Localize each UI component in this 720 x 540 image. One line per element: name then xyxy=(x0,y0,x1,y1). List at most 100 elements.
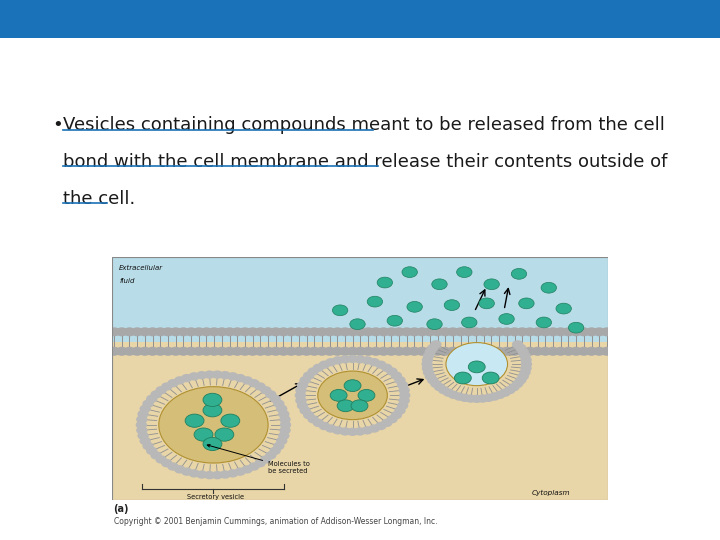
Circle shape xyxy=(304,372,314,379)
Circle shape xyxy=(318,371,387,420)
Circle shape xyxy=(294,328,305,336)
Circle shape xyxy=(209,347,220,355)
Circle shape xyxy=(324,328,336,336)
Circle shape xyxy=(147,447,157,454)
Circle shape xyxy=(170,347,181,355)
Circle shape xyxy=(255,347,266,355)
Circle shape xyxy=(571,328,582,336)
Circle shape xyxy=(517,328,528,336)
Circle shape xyxy=(266,391,276,398)
Circle shape xyxy=(240,347,251,355)
Circle shape xyxy=(163,328,174,336)
Circle shape xyxy=(387,315,402,326)
Circle shape xyxy=(308,368,318,375)
Circle shape xyxy=(505,387,515,394)
Circle shape xyxy=(109,347,120,355)
Circle shape xyxy=(263,347,274,355)
Circle shape xyxy=(320,422,329,429)
Bar xyxy=(112,256,608,342)
Circle shape xyxy=(400,392,410,399)
Circle shape xyxy=(509,383,519,390)
Circle shape xyxy=(471,328,482,336)
Circle shape xyxy=(494,347,505,355)
Circle shape xyxy=(438,387,449,394)
Circle shape xyxy=(162,383,172,390)
Circle shape xyxy=(317,347,328,355)
Circle shape xyxy=(297,402,307,409)
Circle shape xyxy=(159,387,268,463)
Circle shape xyxy=(203,437,222,450)
Circle shape xyxy=(204,371,215,378)
Circle shape xyxy=(189,373,199,380)
Circle shape xyxy=(484,279,500,289)
Circle shape xyxy=(440,347,451,355)
Circle shape xyxy=(417,328,428,336)
Circle shape xyxy=(301,347,312,355)
Circle shape xyxy=(270,447,280,454)
Circle shape xyxy=(435,383,444,390)
Circle shape xyxy=(294,347,305,355)
Circle shape xyxy=(201,347,212,355)
Circle shape xyxy=(521,365,531,372)
Circle shape xyxy=(137,416,147,423)
Circle shape xyxy=(247,328,258,336)
Circle shape xyxy=(501,347,512,355)
Circle shape xyxy=(397,382,408,389)
Circle shape xyxy=(382,420,392,427)
Circle shape xyxy=(178,347,189,355)
Circle shape xyxy=(280,416,290,423)
Circle shape xyxy=(547,347,559,355)
Circle shape xyxy=(423,352,433,359)
Circle shape xyxy=(387,368,397,375)
Circle shape xyxy=(182,375,192,382)
Circle shape xyxy=(137,421,146,428)
Text: Secretory vesicle: Secretory vesicle xyxy=(187,494,245,500)
Circle shape xyxy=(563,328,574,336)
Circle shape xyxy=(472,395,482,402)
Circle shape xyxy=(281,421,290,428)
Text: Copyright © 2001 Benjamin Cummings, animation of Addison-Wesser Longman, Inc.: Copyright © 2001 Benjamin Cummings, anim… xyxy=(114,516,437,525)
Circle shape xyxy=(247,347,258,355)
Circle shape xyxy=(138,410,148,417)
Circle shape xyxy=(578,328,589,336)
Circle shape xyxy=(340,347,351,355)
Circle shape xyxy=(462,317,477,328)
Circle shape xyxy=(399,397,409,404)
Circle shape xyxy=(143,400,153,407)
Circle shape xyxy=(249,380,258,387)
Circle shape xyxy=(532,328,543,336)
Circle shape xyxy=(518,348,528,355)
Circle shape xyxy=(482,372,499,384)
Circle shape xyxy=(532,347,543,355)
Circle shape xyxy=(175,466,184,473)
Circle shape xyxy=(232,347,243,355)
Circle shape xyxy=(513,380,523,387)
Circle shape xyxy=(124,328,135,336)
Circle shape xyxy=(151,391,161,398)
Circle shape xyxy=(601,347,613,355)
Circle shape xyxy=(117,328,127,336)
Circle shape xyxy=(417,347,428,355)
Circle shape xyxy=(423,369,433,376)
Circle shape xyxy=(468,361,485,373)
Circle shape xyxy=(494,328,505,336)
Circle shape xyxy=(382,364,392,372)
Circle shape xyxy=(300,407,310,414)
Circle shape xyxy=(536,317,552,328)
Circle shape xyxy=(224,328,235,336)
Circle shape xyxy=(351,400,368,411)
Circle shape xyxy=(518,373,528,380)
Circle shape xyxy=(440,328,451,336)
Circle shape xyxy=(276,437,287,444)
Circle shape xyxy=(424,328,436,336)
Circle shape xyxy=(463,347,474,355)
Circle shape xyxy=(524,328,536,336)
Circle shape xyxy=(355,347,366,355)
Circle shape xyxy=(524,347,536,355)
Circle shape xyxy=(540,328,551,336)
Circle shape xyxy=(466,395,476,402)
Circle shape xyxy=(547,328,559,336)
Circle shape xyxy=(232,328,243,336)
Circle shape xyxy=(471,347,482,355)
Circle shape xyxy=(518,298,534,309)
